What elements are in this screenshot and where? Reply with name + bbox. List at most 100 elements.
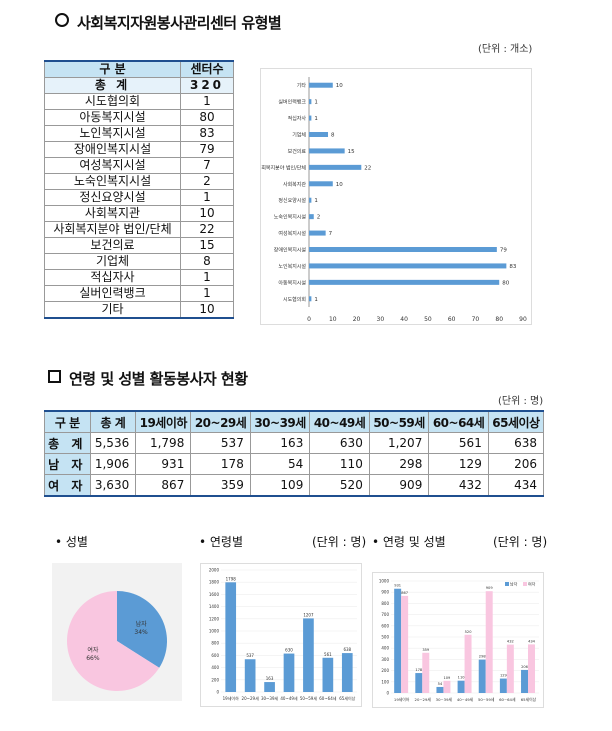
- category-label: 노숙인복지시설: [274, 214, 307, 221]
- bar: [464, 634, 472, 693]
- table-cell: 630: [309, 432, 370, 454]
- center-type-chart: 0 10 20 30 40 50 60 70 80 90 기타 10 실버인력뱅크 1 적십자사 1 기업체 8 보…: [257, 68, 532, 325]
- bar: [225, 582, 237, 692]
- category-label: 사회복지관: [283, 181, 306, 188]
- tick-label: 1800: [209, 580, 220, 585]
- agegender-subtitle: • 연령 및 성별: [372, 535, 446, 549]
- data-label: 1: [314, 198, 318, 204]
- category-label: 65세이상: [339, 695, 355, 701]
- row-value: 8: [180, 253, 234, 270]
- table-cell: 1,906: [89, 453, 137, 475]
- slice-percent: 34%: [134, 629, 148, 636]
- tick-label: 400: [211, 665, 219, 670]
- table-row: 노인복지시설 83: [44, 125, 234, 142]
- data-label: 7: [329, 231, 333, 237]
- gender-chart: 남자 34% 여자 66%: [52, 563, 182, 701]
- data-label: 432: [507, 640, 514, 644]
- category-label: 65세이상: [521, 697, 537, 702]
- row-label: 사회복지분야 법인/단체: [44, 221, 181, 238]
- bar: [244, 659, 256, 692]
- bar: [309, 279, 500, 285]
- row-value: 320: [180, 77, 234, 94]
- table-cell: 434: [487, 474, 545, 497]
- bar: [283, 653, 295, 692]
- tick-label: 400: [381, 646, 389, 651]
- table-cell: 163: [249, 432, 311, 454]
- table-row: 사회복지분야 법인/단체 22: [44, 221, 234, 238]
- data-label: 1207: [303, 612, 314, 617]
- category-label: 실버인력뱅크: [278, 99, 306, 106]
- row-label: 장애인복지시설: [44, 141, 181, 158]
- table-cell: 298: [368, 453, 430, 475]
- section1-title: 사회복지자원봉사관리센터 유형별: [55, 12, 282, 33]
- table-cell: 909: [368, 474, 430, 497]
- category-label: 60~64세: [499, 697, 516, 702]
- row-label: 실버인력뱅크: [44, 285, 181, 302]
- data-label: 22: [364, 165, 371, 171]
- table-row: 보건의료 15: [44, 237, 234, 254]
- section1-title-text: 사회복지자원봉사관리센터 유형별: [77, 14, 282, 32]
- bar: [309, 263, 507, 269]
- category-label: 아동복지시설: [278, 279, 306, 286]
- data-label: 80: [502, 280, 509, 286]
- slice-label: 여자: [87, 646, 99, 654]
- category-label: 장애인복지시설: [274, 247, 307, 254]
- data-label: 129: [500, 674, 508, 678]
- category-label: 19세이하: [223, 695, 239, 701]
- row-label: 총 계: [44, 432, 91, 454]
- column-header: 40~49세: [309, 410, 370, 433]
- category-label: 50~59세: [300, 695, 318, 701]
- category-label: 60~64세: [319, 695, 337, 701]
- category-label: 적십자사: [288, 115, 307, 122]
- data-label: 54: [438, 682, 443, 686]
- table-cell: 110: [309, 453, 370, 475]
- row-value: 1: [180, 189, 234, 206]
- row-value: 2: [180, 173, 234, 190]
- data-label: 10: [336, 83, 343, 89]
- row-value: 10: [180, 301, 234, 319]
- table-row: 사회복지관 10: [44, 205, 234, 222]
- row-label: 노인복지시설: [44, 125, 181, 142]
- category-label: 50~59세: [478, 697, 495, 702]
- data-label: 630: [285, 648, 293, 653]
- data-label: 561: [324, 652, 332, 657]
- data-label: 909: [486, 586, 494, 590]
- agegender-chart: 0 100 200 300 400 500 600 700 800 900 1000 931 867 19…: [372, 572, 544, 708]
- table-row: 총 계 320: [44, 77, 234, 94]
- column-header: 19세이하: [135, 410, 192, 433]
- table-row: 기업체 8: [44, 253, 234, 270]
- row-label: 정신요양시설: [44, 189, 181, 206]
- bar: [309, 99, 312, 105]
- age-subtitle: • 연령별: [199, 535, 244, 549]
- center-type-chart-svg: 0 10 20 30 40 50 60 70 80 90 기타 10 실버인력뱅크 1 적십자사 1 기업체 8 보…: [257, 77, 527, 323]
- table-cell: 537: [190, 432, 251, 454]
- tick-label: 1400: [209, 604, 220, 609]
- section2-title: 연령 및 성별 활동봉사자 현황: [48, 368, 248, 389]
- column-header: 65세이상: [487, 410, 545, 433]
- table-row: 장애인복지시설 79: [44, 141, 234, 158]
- table-cell: 178: [190, 453, 251, 475]
- table-row: 적십자사 1: [44, 269, 234, 286]
- row-label: 아동복지시설: [44, 109, 181, 126]
- row-value: 22: [180, 221, 234, 238]
- tick-label: 80: [495, 316, 503, 323]
- bar: [309, 164, 362, 170]
- data-label: 638: [343, 647, 351, 652]
- row-value: 1: [180, 93, 234, 110]
- tick-label: 900: [381, 590, 389, 595]
- tick-label: 800: [381, 601, 389, 606]
- data-label: 1: [314, 297, 318, 303]
- table-cell: 561: [428, 432, 489, 454]
- bar: [309, 181, 333, 187]
- category-label: 30~39세: [436, 697, 453, 702]
- category-label: 기타: [297, 82, 307, 89]
- bar: [309, 247, 497, 252]
- category-label: 30~39세: [261, 695, 279, 701]
- tick-label: 70: [472, 316, 480, 323]
- tick-label: 60: [448, 316, 456, 323]
- data-label: 109: [443, 676, 451, 680]
- agegender-unit: (단위 : 명): [493, 535, 548, 549]
- circle-bullet-icon: [55, 13, 69, 27]
- pie-slice: [66, 591, 160, 691]
